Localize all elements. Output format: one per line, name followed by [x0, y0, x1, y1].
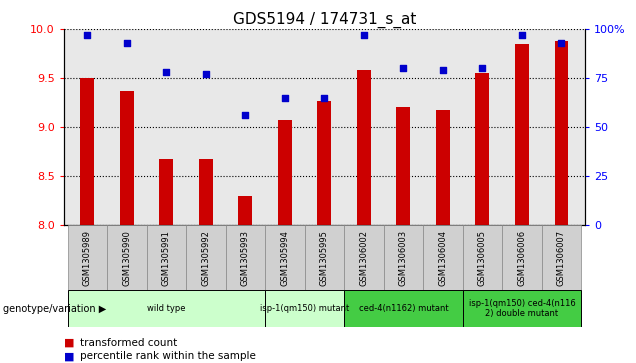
- Text: transformed count: transformed count: [80, 338, 177, 348]
- Text: ced-4(n1162) mutant: ced-4(n1162) mutant: [359, 304, 448, 313]
- Bar: [515, 44, 529, 225]
- Bar: [199, 159, 213, 225]
- Text: GSM1306003: GSM1306003: [399, 230, 408, 286]
- Point: [517, 32, 527, 38]
- Bar: [186, 225, 226, 290]
- Bar: [344, 290, 462, 327]
- Point: [438, 67, 448, 73]
- Point: [121, 40, 132, 46]
- Bar: [160, 159, 173, 225]
- Text: ■: ■: [64, 338, 74, 348]
- Bar: [384, 225, 423, 290]
- Text: GSM1305993: GSM1305993: [241, 230, 250, 286]
- Point: [201, 71, 211, 77]
- Text: genotype/variation ▶: genotype/variation ▶: [3, 304, 106, 314]
- Text: GSM1306006: GSM1306006: [518, 230, 527, 286]
- Text: wild type: wild type: [147, 304, 186, 313]
- Bar: [278, 120, 292, 225]
- Bar: [265, 290, 344, 327]
- Bar: [226, 225, 265, 290]
- Text: GSM1305994: GSM1305994: [280, 230, 289, 286]
- Point: [477, 65, 487, 71]
- Bar: [423, 225, 462, 290]
- Point: [240, 113, 251, 118]
- Bar: [462, 290, 581, 327]
- Bar: [238, 196, 252, 225]
- Text: GSM1306007: GSM1306007: [557, 230, 566, 286]
- Title: GDS5194 / 174731_s_at: GDS5194 / 174731_s_at: [233, 12, 416, 28]
- Bar: [462, 225, 502, 290]
- Text: isp-1(qm150) ced-4(n116
2) double mutant: isp-1(qm150) ced-4(n116 2) double mutant: [469, 299, 576, 318]
- Bar: [67, 290, 265, 327]
- Bar: [80, 78, 94, 225]
- Bar: [120, 91, 134, 225]
- Bar: [265, 225, 305, 290]
- Bar: [357, 70, 371, 225]
- Point: [359, 32, 369, 38]
- Bar: [396, 107, 410, 225]
- Point: [82, 32, 92, 38]
- Text: percentile rank within the sample: percentile rank within the sample: [80, 351, 256, 362]
- Bar: [502, 225, 542, 290]
- Text: ■: ■: [64, 351, 74, 362]
- Bar: [476, 73, 489, 225]
- Text: GSM1305992: GSM1305992: [202, 230, 211, 286]
- Text: GSM1305991: GSM1305991: [162, 230, 171, 286]
- Bar: [555, 41, 569, 225]
- Text: GSM1306002: GSM1306002: [359, 230, 368, 286]
- Bar: [67, 225, 107, 290]
- Bar: [305, 225, 344, 290]
- Text: isp-1(qm150) mutant: isp-1(qm150) mutant: [260, 304, 349, 313]
- Point: [556, 40, 567, 46]
- Text: GSM1305990: GSM1305990: [122, 230, 131, 286]
- Text: GSM1305995: GSM1305995: [320, 230, 329, 286]
- Bar: [107, 225, 146, 290]
- Bar: [436, 110, 450, 225]
- Text: GSM1306004: GSM1306004: [438, 230, 447, 286]
- Point: [162, 69, 172, 75]
- Text: GSM1306005: GSM1306005: [478, 230, 487, 286]
- Bar: [542, 225, 581, 290]
- Bar: [317, 101, 331, 225]
- Point: [319, 95, 329, 101]
- Point: [398, 65, 408, 71]
- Point: [280, 95, 290, 101]
- Bar: [344, 225, 384, 290]
- Text: GSM1305989: GSM1305989: [83, 230, 92, 286]
- Bar: [146, 225, 186, 290]
